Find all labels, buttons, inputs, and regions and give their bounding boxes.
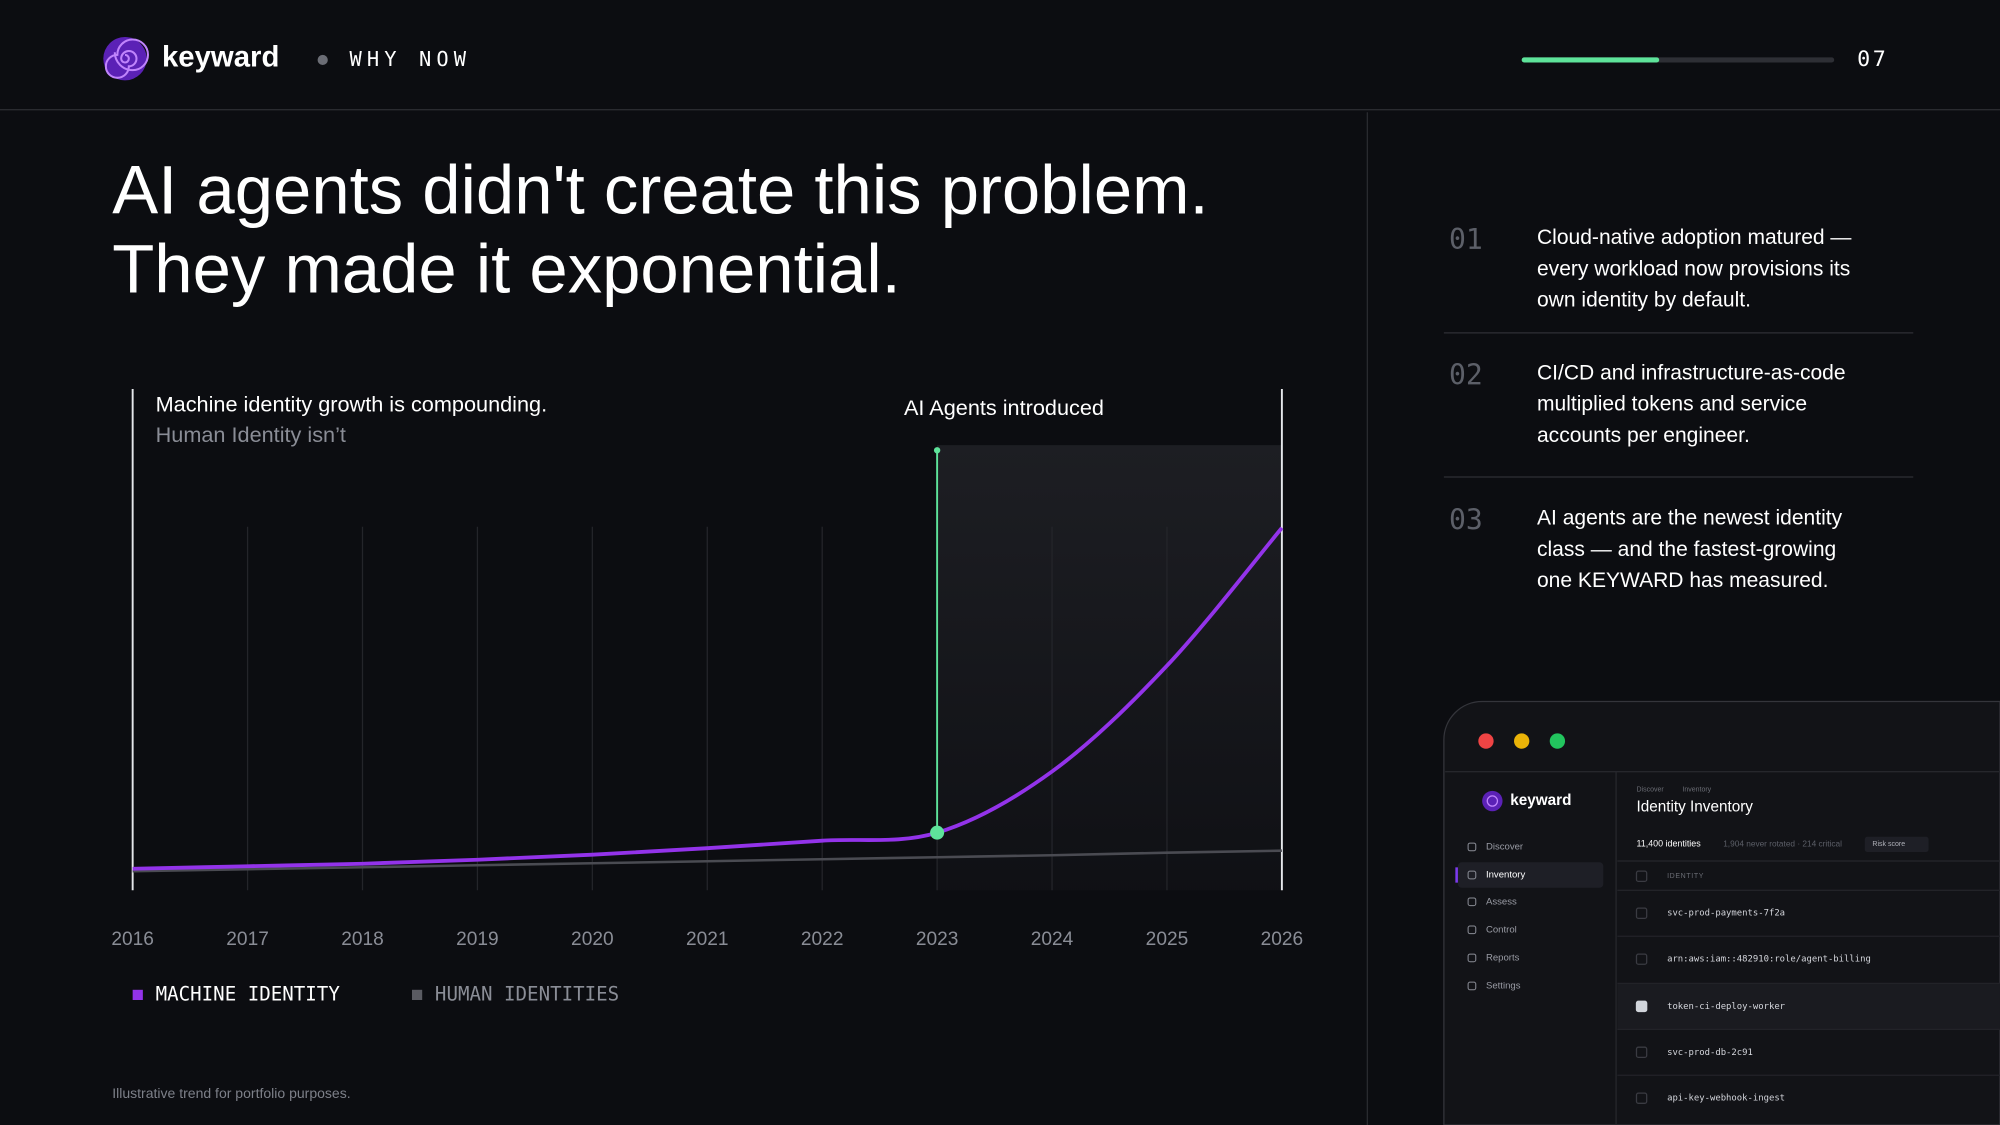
section-label: WHY NOW (349, 47, 471, 71)
nav-item[interactable]: Settings (1486, 981, 1521, 992)
checkbox[interactable] (1635, 907, 1648, 920)
point-text: multiplied tokens and service (1537, 393, 1807, 416)
x-tick-label: 2024 (1031, 929, 1074, 950)
nav-icon (1467, 897, 1477, 907)
nav-item[interactable]: Discover (1486, 841, 1524, 852)
nav-active (1457, 862, 1604, 888)
series-line (132, 526, 1284, 871)
point-number: 03 (1449, 504, 1483, 537)
point-text: Cloud-native adoption matured — (1537, 226, 1852, 249)
x-tick-label: 2016 (111, 929, 154, 950)
separator-dot (317, 54, 328, 66)
x-tick-label: 2023 (916, 929, 959, 950)
checkbox[interactable] (1635, 1092, 1648, 1104)
point-text: class — and the fastest-growing (1537, 538, 1836, 561)
x-tick-label: 2021 (686, 929, 729, 950)
page-number: 07 (1857, 47, 1888, 72)
point-text: every workload now provisions its (1537, 257, 1850, 280)
row-identity[interactable]: svc-prod-payments-7f2a (1667, 909, 1785, 919)
x-tick-label: 2020 (571, 929, 614, 950)
nav-item[interactable]: Assess (1486, 896, 1517, 907)
headline: AI agents didn't create this problem. (112, 151, 1208, 228)
point-text: CI/CD and infrastructure-as-code (1537, 361, 1846, 384)
logo (103, 36, 149, 81)
legend-swatch (132, 989, 143, 1000)
x-tick-label: 2025 (1146, 929, 1189, 950)
progress-fill (1521, 57, 1660, 63)
column-header: IDENTITY (1667, 873, 1704, 880)
checkbox[interactable] (1635, 1046, 1648, 1059)
legend-label: HUMAN IDENTITIES (435, 982, 619, 1005)
nav-icon (1467, 925, 1477, 935)
chart-subtitle: Human Identity isn’t (156, 422, 346, 447)
point-text: accounts per engineer. (1537, 424, 1750, 447)
stat-count: 11,400 identities (1636, 839, 1701, 849)
x-tick-label: 2026 (1261, 929, 1304, 950)
nav-item[interactable]: Control (1486, 924, 1517, 935)
app-window: keyward Discover Inventory Assess Control Rep… (1443, 700, 2000, 1125)
point-text: one KEYWARD has measured. (1537, 569, 1828, 592)
app-brand: keyward (1510, 792, 1571, 809)
row-selected (1617, 983, 2000, 1030)
point-number: 01 (1449, 223, 1483, 256)
button-bg (1864, 836, 1929, 853)
row-identity[interactable]: api-key-webhook-ingest (1667, 1094, 1785, 1104)
chart-subtitle: Machine identity growth is compounding. (156, 391, 548, 416)
x-tick-label: 2017 (226, 929, 269, 950)
annotation-point (930, 825, 945, 840)
breadcrumb: Inventory (1682, 786, 1711, 793)
legend-label: MACHINE IDENTITY (156, 982, 341, 1005)
checkbox[interactable] (1635, 1000, 1648, 1013)
nav-icon (1467, 842, 1477, 852)
stat-detail: 1,904 never rotated · 214 critical (1723, 839, 1842, 849)
headline: They made it exponential. (112, 230, 901, 307)
checkbox[interactable] (1635, 953, 1648, 965)
row-identity[interactable]: svc-prod-db-2c91 (1667, 1048, 1753, 1058)
annotation-label: AI Agents introduced (904, 395, 1104, 420)
x-tick-label: 2022 (801, 929, 844, 950)
annotation-cap (933, 447, 941, 454)
checkbox (1635, 870, 1648, 883)
series-line (132, 849, 1282, 873)
point-number: 02 (1449, 358, 1483, 391)
point-text: AI agents are the newest identity (1537, 507, 1843, 530)
brand: keyward (162, 40, 279, 73)
nav-active-bar (1455, 867, 1458, 883)
nav-item[interactable]: Reports (1486, 952, 1520, 963)
nav-icon (1467, 870, 1477, 880)
row-identity[interactable]: arn:aws:iam::482910:role/agent-billing (1667, 955, 1871, 965)
app-title: Identity Inventory (1636, 798, 1753, 815)
annotation-region (937, 445, 1282, 891)
breadcrumb: Discover (1636, 786, 1664, 793)
legend-swatch (411, 989, 423, 1000)
point-text: own identity by default. (1537, 289, 1751, 312)
button[interactable]: Risk score (1872, 841, 1905, 848)
row-identity[interactable]: token-ci-deploy-worker (1667, 1002, 1786, 1012)
footnote: Illustrative trend for portfolio purpose… (112, 1085, 350, 1101)
nav-icon (1467, 981, 1477, 991)
x-tick-label: 2019 (456, 929, 499, 950)
nav-item[interactable]: Inventory (1486, 870, 1525, 881)
nav-icon (1467, 953, 1477, 963)
x-tick-label: 2018 (341, 929, 384, 950)
